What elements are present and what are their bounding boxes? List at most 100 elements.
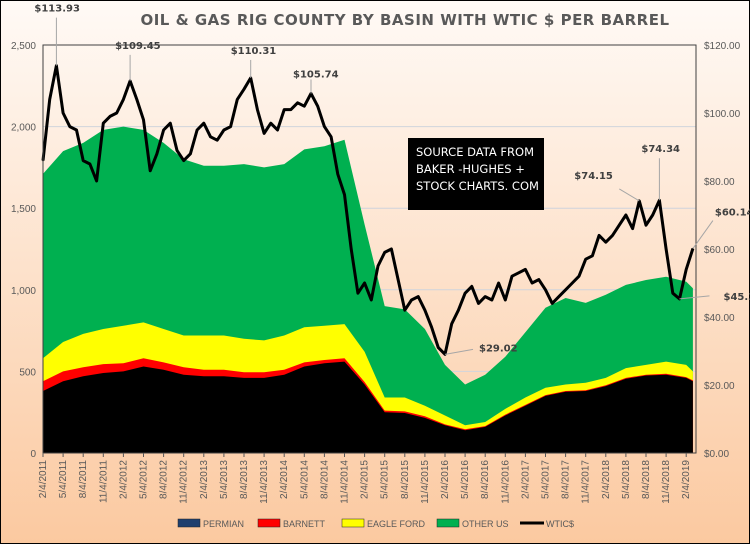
x-tick-label: 2/4/2018 bbox=[601, 460, 612, 499]
annotation-leader bbox=[444, 348, 474, 355]
annotation-label: $74.34 bbox=[641, 144, 680, 155]
source-line-3: STOCK CHARTS. COM bbox=[416, 179, 539, 193]
wtic-point bbox=[504, 299, 507, 301]
x-tick-label: 5/4/2018 bbox=[621, 460, 632, 499]
wtic-point bbox=[357, 292, 359, 295]
x-tick-label: 2/4/2017 bbox=[520, 460, 531, 499]
annotation-label: $109.45 bbox=[115, 41, 161, 52]
legend-label: OTHER US bbox=[462, 519, 509, 529]
wtic-point bbox=[122, 98, 125, 101]
x-tick-label: 8/4/2017 bbox=[561, 460, 572, 499]
wtic-point bbox=[598, 234, 600, 237]
wtic-point bbox=[343, 193, 346, 196]
wtic-point bbox=[196, 129, 198, 131]
wtic-point bbox=[383, 251, 386, 254]
wtic-point bbox=[605, 241, 607, 243]
wtic-point bbox=[631, 227, 634, 230]
wtic-point bbox=[544, 289, 547, 291]
wtic-point bbox=[450, 323, 453, 325]
annotation-label: $113.93 bbox=[34, 4, 80, 15]
annotation-label: $29.02 bbox=[479, 343, 518, 354]
wtic-point bbox=[517, 272, 520, 274]
wtic-point bbox=[491, 299, 493, 301]
wtic-point bbox=[89, 163, 91, 165]
x-tick-label: 8/4/2012 bbox=[159, 460, 170, 499]
x-tick-label: 8/4/2013 bbox=[239, 460, 250, 499]
wtic-point bbox=[370, 299, 373, 301]
wtic-point bbox=[95, 180, 98, 182]
x-tick-label: 11/4/2014 bbox=[340, 460, 351, 504]
right-tick-label: $20.00 bbox=[704, 381, 735, 392]
annotation-label: $105.74 bbox=[293, 69, 339, 80]
wtic-point bbox=[69, 125, 71, 128]
x-tick-label: 5/4/2011 bbox=[58, 460, 69, 499]
right-tick-label: $0.00 bbox=[704, 449, 729, 460]
wtic-line-group bbox=[41, 64, 695, 356]
x-tick-label: 5/4/2012 bbox=[139, 460, 150, 499]
wtic-point bbox=[424, 309, 426, 312]
x-tick-label: 2/4/2019 bbox=[681, 460, 692, 499]
wtic-point bbox=[290, 108, 292, 111]
wtic-point bbox=[149, 170, 151, 172]
wtic-point bbox=[377, 265, 379, 267]
source-line-1: SOURCE DATA FROM bbox=[416, 145, 534, 159]
wtic-point bbox=[216, 139, 218, 141]
legend-label: PERMIAN bbox=[203, 519, 244, 529]
annotation-label: $45.33 bbox=[724, 292, 750, 303]
x-tick-label: 5/4/2014 bbox=[299, 460, 310, 499]
wtic-point bbox=[685, 268, 687, 271]
wtic-point bbox=[645, 224, 647, 226]
left-tick-label: 2,000 bbox=[11, 123, 36, 134]
wtic-point bbox=[62, 112, 64, 114]
source-line-2: BAKER -HUGHES + bbox=[416, 162, 525, 176]
wtic-point bbox=[330, 136, 332, 138]
legend-label: EAGLE FORD bbox=[367, 519, 426, 529]
wtic-point bbox=[176, 149, 178, 152]
wtic-point bbox=[390, 248, 393, 250]
wtic-point bbox=[625, 214, 627, 216]
wtic-point bbox=[350, 248, 353, 250]
annotation-label: $60.14 bbox=[715, 208, 750, 219]
annotation-leader bbox=[619, 188, 640, 202]
wtic-point bbox=[665, 248, 667, 250]
wtic-point bbox=[136, 98, 138, 101]
wtic-point bbox=[102, 122, 105, 124]
x-tick-label: 2/4/2014 bbox=[279, 460, 290, 499]
wtic-point bbox=[209, 136, 212, 138]
wtic-point bbox=[410, 299, 413, 301]
x-tick-label: 11/4/2013 bbox=[259, 460, 270, 504]
wtic-point bbox=[323, 125, 326, 128]
wtic-point bbox=[363, 282, 366, 284]
wtic-point bbox=[48, 98, 51, 101]
wtic-point bbox=[263, 132, 265, 135]
annotation-leader bbox=[679, 295, 710, 300]
wtic-point bbox=[397, 278, 399, 281]
wtic-point bbox=[316, 105, 319, 107]
x-tick-label: 8/4/2015 bbox=[400, 460, 411, 499]
legend-swatch bbox=[341, 518, 365, 528]
wtic-point bbox=[558, 295, 560, 298]
wtic-point bbox=[296, 102, 299, 104]
source-note: SOURCE DATA FROM BAKER -HUGHES + STOCK C… bbox=[408, 138, 544, 210]
legend-swatch bbox=[436, 518, 460, 528]
wtic-point bbox=[223, 129, 225, 131]
wtic-point bbox=[169, 122, 172, 124]
wtic-point bbox=[437, 346, 440, 349]
wtic-point bbox=[611, 234, 614, 237]
wtic-point bbox=[236, 98, 239, 101]
left-axis: 0 500 1,000 1,500 2,000 2,500 bbox=[11, 41, 36, 460]
left-tick-label: 1,000 bbox=[11, 286, 36, 297]
left-tick-label: 1,500 bbox=[11, 204, 36, 215]
wtic-point bbox=[571, 282, 574, 284]
right-tick-label: $100.00 bbox=[704, 109, 741, 120]
wtic-point bbox=[283, 108, 286, 111]
wtic-point bbox=[618, 224, 620, 226]
wtic-point bbox=[229, 125, 232, 128]
wtic-point bbox=[430, 326, 433, 329]
wtic-point bbox=[417, 295, 420, 298]
wtic-point bbox=[457, 309, 460, 312]
right-tick-label: $120.00 bbox=[704, 41, 741, 52]
x-tick-label: 5/4/2013 bbox=[219, 460, 230, 499]
right-axis: $0.00 $20.00 $40.00 $60.00 $80.00 $100.00 $120… bbox=[704, 41, 741, 460]
wtic-point bbox=[162, 129, 165, 131]
